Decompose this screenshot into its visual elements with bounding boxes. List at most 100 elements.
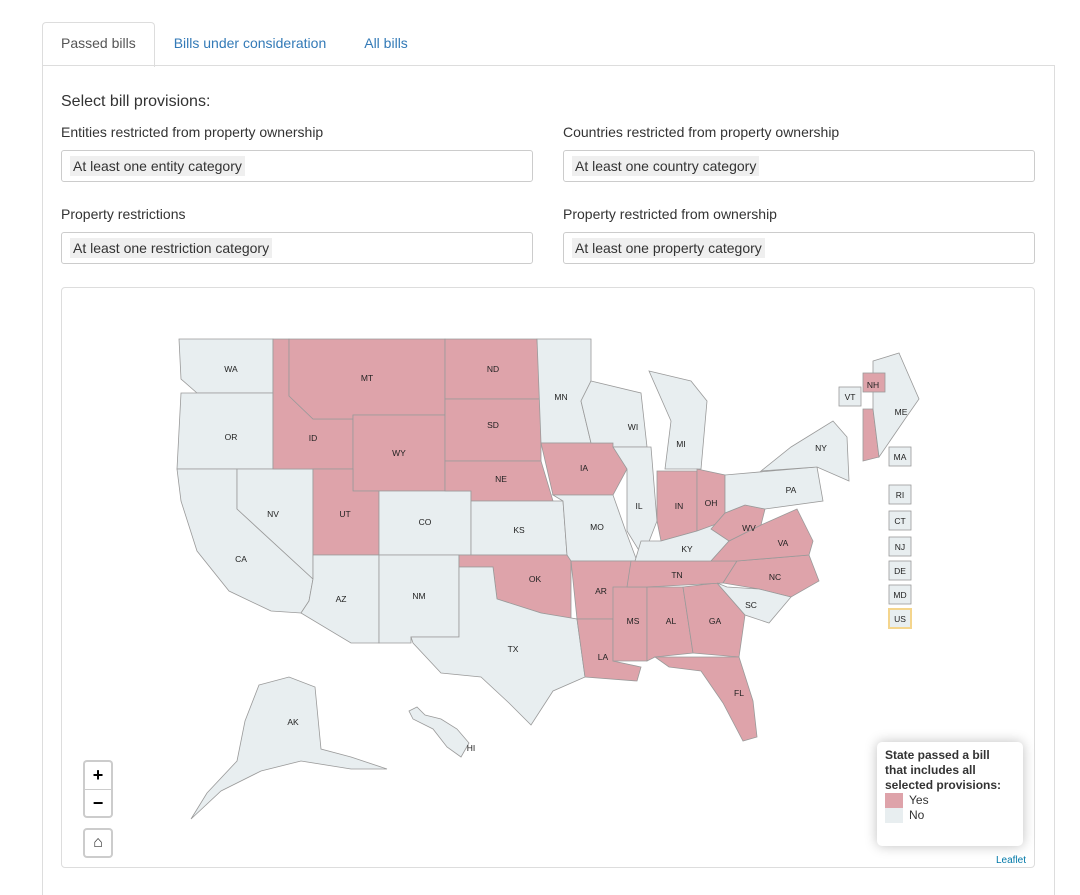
state-box-label-NJ: NJ bbox=[895, 542, 905, 552]
countries-selected-chip[interactable]: At least one country category bbox=[572, 156, 760, 176]
state-label-ME: ME bbox=[895, 407, 908, 417]
legend-label-no: No bbox=[909, 808, 925, 822]
state-label-NV: NV bbox=[267, 509, 279, 519]
tab-all-bills[interactable]: All bills bbox=[364, 35, 408, 51]
state-label-ID: ID bbox=[309, 433, 318, 443]
countries-select[interactable]: At least one country category bbox=[563, 150, 1035, 182]
state-label-AK: AK bbox=[287, 717, 299, 727]
legend-swatch-yes bbox=[885, 793, 903, 808]
state-label-LA: LA bbox=[598, 652, 609, 662]
state-label-VA: VA bbox=[778, 538, 789, 548]
legend-row-no: No bbox=[885, 808, 1015, 823]
leaflet-attribution[interactable]: Leaflet bbox=[996, 855, 1027, 866]
state-box-NJ[interactable] bbox=[888, 536, 912, 557]
provisions-heading: Select bill provisions: bbox=[61, 93, 211, 110]
legend-label-yes: Yes bbox=[909, 793, 929, 807]
state-AL[interactable] bbox=[646, 586, 694, 662]
property-selected-chip[interactable]: At least one property category bbox=[572, 238, 765, 258]
state-box-MD[interactable] bbox=[888, 584, 912, 605]
state-OR[interactable] bbox=[176, 392, 274, 470]
state-label-GA: GA bbox=[709, 616, 722, 626]
state-label-SD: SD bbox=[487, 420, 499, 430]
state-label-WA: WA bbox=[224, 364, 238, 374]
state-label-TX: TX bbox=[508, 644, 519, 654]
state-label-SC: SC bbox=[745, 600, 757, 610]
state-box-label-VT: VT bbox=[845, 392, 856, 402]
state-label-OR: OR bbox=[225, 432, 238, 442]
state-label-MS: MS bbox=[627, 616, 640, 626]
state-label-FL: FL bbox=[734, 688, 744, 698]
state-label-NC: NC bbox=[769, 572, 781, 582]
state-MI[interactable] bbox=[648, 370, 708, 470]
state-label-KY: KY bbox=[681, 544, 693, 554]
state-label-OH: OH bbox=[705, 498, 718, 508]
state-box-US[interactable] bbox=[888, 608, 912, 629]
state-ME[interactable] bbox=[872, 352, 920, 459]
state-box-MA[interactable] bbox=[888, 446, 912, 467]
us-map[interactable]: VT MA RI CT NJ DE MD US WA OR CA NV ID MT WY UT AZ CO NM N… bbox=[62, 288, 1035, 868]
state-label-ND: ND bbox=[487, 364, 499, 374]
zoom-out-button[interactable]: − bbox=[92, 793, 104, 813]
tab-bar: Passed bills Bills under consideration A… bbox=[42, 22, 427, 67]
restrictions-label: Property restrictions bbox=[61, 206, 186, 222]
entities-select[interactable]: At least one entity category bbox=[61, 150, 533, 182]
home-button[interactable]: ⌂ bbox=[83, 828, 113, 858]
state-label-NY: NY bbox=[815, 443, 827, 453]
state-label-PA: PA bbox=[786, 485, 797, 495]
map-legend: State passed a bill that includes all se… bbox=[877, 742, 1023, 846]
tab-panel bbox=[42, 65, 1055, 895]
state-box-label-MD: MD bbox=[893, 590, 906, 600]
state-MN[interactable] bbox=[536, 338, 592, 444]
state-label-OK: OK bbox=[529, 574, 542, 584]
restrictions-select[interactable]: At least one restriction category bbox=[61, 232, 533, 264]
state-AK[interactable] bbox=[190, 676, 388, 820]
entities-selected-chip[interactable]: At least one entity category bbox=[70, 156, 245, 176]
state-FL[interactable] bbox=[653, 656, 758, 742]
state-label-TN: TN bbox=[671, 570, 682, 580]
state-label-MT: MT bbox=[361, 373, 373, 383]
home-icon: ⌂ bbox=[93, 834, 103, 851]
state-label-MN: MN bbox=[554, 392, 567, 402]
state-box-RI[interactable] bbox=[888, 484, 912, 505]
state-label-NH: NH bbox=[867, 380, 879, 390]
countries-label: Countries restricted from property owner… bbox=[563, 124, 840, 140]
state-NY[interactable] bbox=[759, 420, 850, 482]
state-label-IA: IA bbox=[580, 463, 588, 473]
state-box-NH[interactable] bbox=[862, 372, 886, 393]
state-box-label-US: US bbox=[894, 614, 906, 624]
state-label-IN: IN bbox=[675, 501, 684, 511]
state-box-VT[interactable] bbox=[838, 386, 862, 407]
state-label-AR: AR bbox=[595, 586, 607, 596]
state-TX[interactable] bbox=[410, 566, 586, 726]
tab-passed-bills[interactable]: Passed bills bbox=[42, 22, 155, 67]
state-label-CO: CO bbox=[419, 517, 432, 527]
entities-label: Entities restricted from property owners… bbox=[61, 124, 324, 140]
zoom-in-button[interactable]: + bbox=[85, 762, 111, 790]
restrictions-selected-chip[interactable]: At least one restriction category bbox=[70, 238, 273, 258]
state-box-DE[interactable] bbox=[888, 560, 912, 581]
tab-bills-under-consideration[interactable]: Bills under consideration bbox=[173, 35, 327, 51]
zoom-control: + − bbox=[83, 760, 113, 818]
state-label-NM: NM bbox=[412, 591, 425, 601]
state-SD[interactable] bbox=[444, 398, 542, 462]
state-label-UT: UT bbox=[339, 509, 350, 519]
state-PA[interactable] bbox=[724, 466, 824, 514]
legend-swatch-no bbox=[885, 808, 903, 823]
property-label: Property restricted from ownership bbox=[563, 206, 777, 222]
state-label-WY: WY bbox=[392, 448, 406, 458]
state-label-AZ: AZ bbox=[336, 594, 347, 604]
state-box-CT[interactable] bbox=[888, 510, 912, 531]
property-select[interactable]: At least one property category bbox=[563, 232, 1035, 264]
state-SC[interactable] bbox=[716, 582, 792, 624]
state-label-WV: WV bbox=[742, 523, 756, 533]
state-label-IL: IL bbox=[635, 501, 642, 511]
state-label-MI: MI bbox=[676, 439, 685, 449]
state-box-label-CT: CT bbox=[894, 516, 905, 526]
map-container[interactable]: VT MA RI CT NJ DE MD US WA OR CA NV ID MT WY UT AZ CO NM N… bbox=[61, 287, 1035, 868]
state-VA[interactable] bbox=[710, 508, 814, 562]
legend-row-yes: Yes bbox=[885, 793, 1015, 808]
state-WI[interactable] bbox=[580, 380, 648, 448]
state-HI[interactable] bbox=[408, 706, 470, 758]
state-label-KS: KS bbox=[513, 525, 525, 535]
state-box-label-MA: MA bbox=[894, 452, 907, 462]
